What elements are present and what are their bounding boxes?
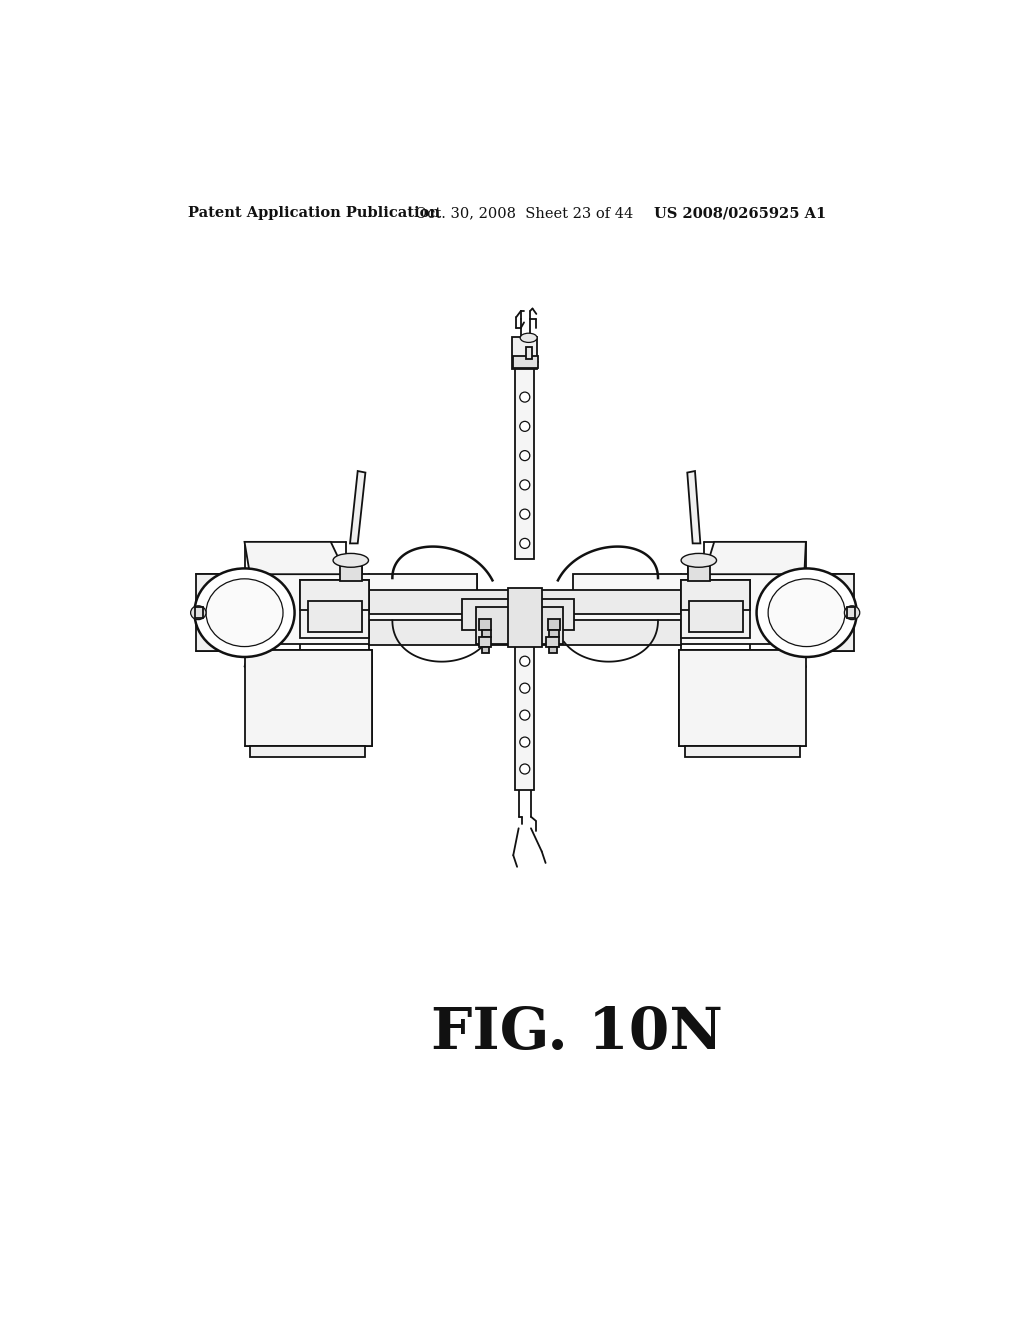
Bar <box>508 589 542 647</box>
Bar <box>250 574 477 644</box>
Text: Oct. 30, 2008  Sheet 23 of 44: Oct. 30, 2008 Sheet 23 of 44 <box>416 206 634 220</box>
Bar <box>513 356 538 368</box>
Bar <box>679 649 806 746</box>
Ellipse shape <box>195 569 295 657</box>
Bar <box>848 607 855 618</box>
Bar <box>515 640 535 789</box>
Polygon shape <box>687 471 700 544</box>
Bar <box>196 574 246 651</box>
Bar <box>550 630 559 638</box>
Ellipse shape <box>845 606 860 619</box>
Bar <box>685 746 801 758</box>
Ellipse shape <box>757 569 857 657</box>
Circle shape <box>520 656 529 667</box>
Bar <box>535 590 681 614</box>
Bar <box>300 581 370 610</box>
Bar <box>300 581 370 638</box>
Circle shape <box>520 684 529 693</box>
Text: FIG. 10N: FIG. 10N <box>431 1006 723 1061</box>
Bar <box>481 630 490 638</box>
Bar <box>478 619 490 630</box>
Ellipse shape <box>206 578 283 647</box>
Bar <box>547 638 559 647</box>
Bar <box>688 566 710 581</box>
Bar <box>526 607 563 644</box>
Bar <box>370 590 515 614</box>
Bar <box>250 746 366 758</box>
Circle shape <box>520 510 529 519</box>
Polygon shape <box>350 471 366 544</box>
Ellipse shape <box>681 553 717 568</box>
Bar <box>481 647 489 653</box>
Circle shape <box>520 539 529 548</box>
Bar <box>462 599 514 630</box>
Bar <box>521 599 574 630</box>
Bar <box>573 574 801 644</box>
Ellipse shape <box>190 606 206 619</box>
Bar <box>689 601 742 632</box>
Ellipse shape <box>333 553 369 568</box>
Bar <box>512 337 538 370</box>
Bar <box>525 347 531 359</box>
Bar <box>196 607 203 618</box>
Bar <box>245 649 372 746</box>
Bar <box>340 566 361 581</box>
Polygon shape <box>705 543 806 574</box>
Bar <box>475 607 512 644</box>
Bar <box>535 620 681 645</box>
Ellipse shape <box>520 333 538 342</box>
Circle shape <box>520 710 529 721</box>
Bar <box>548 619 560 630</box>
Polygon shape <box>245 543 346 574</box>
Circle shape <box>520 480 529 490</box>
Bar <box>478 638 490 647</box>
Bar <box>550 647 557 653</box>
Ellipse shape <box>768 578 845 647</box>
Bar <box>370 620 515 645</box>
Circle shape <box>520 392 529 403</box>
Bar <box>681 581 751 610</box>
Circle shape <box>520 421 529 432</box>
Bar <box>515 367 535 558</box>
Text: Patent Application Publication: Patent Application Publication <box>188 206 440 220</box>
Circle shape <box>520 737 529 747</box>
Circle shape <box>520 764 529 774</box>
Bar <box>804 574 854 651</box>
Text: US 2008/0265925 A1: US 2008/0265925 A1 <box>654 206 826 220</box>
Bar <box>307 601 361 632</box>
Circle shape <box>520 450 529 461</box>
Bar <box>681 581 751 638</box>
